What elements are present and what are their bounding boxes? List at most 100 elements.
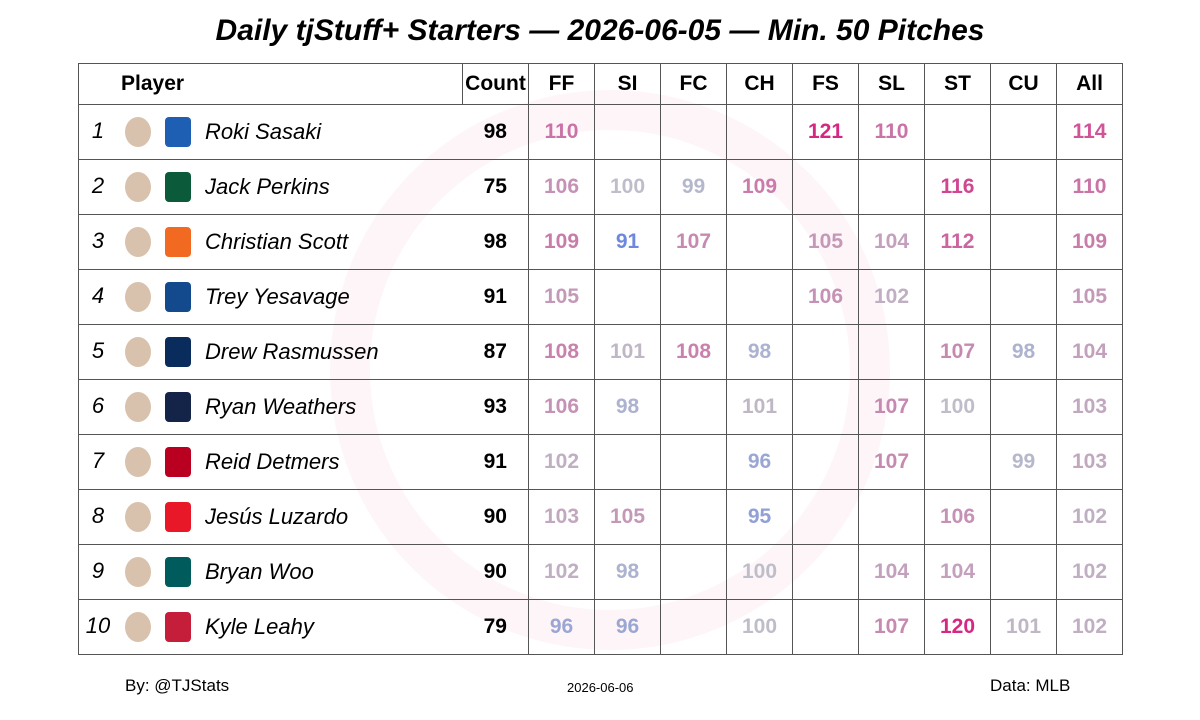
player-name: Jack Perkins [205,174,330,199]
empty-cell [858,324,925,380]
table-body: 1 Roki Sasaki 98 110 121 110 114 2 Jack Perkins 7… [78,104,1123,655]
header-row: Player Count FF SI FC CH FS SL ST CU All [78,63,1123,105]
empty-cell [660,489,727,545]
rank: 5 [91,337,105,363]
empty-cell [792,544,859,600]
stuff-value: 107 [660,214,727,270]
count: 93 [462,379,529,435]
count: 79 [462,599,529,655]
stuff-value: 100 [594,159,661,215]
table-row: 8 Jesús Luzardo 90 103 105 95 106 102 [78,489,1123,545]
rank: 9 [91,557,105,583]
player-cell: 1 Roki Sasaki [78,104,463,160]
stuff-value: 105 [1056,269,1123,325]
date: 2026-06-06 [567,680,634,695]
table-row: 6 Ryan Weathers 93 106 98 101 107 100 103 [78,379,1123,435]
empty-cell [792,599,859,655]
count: 91 [462,269,529,325]
empty-cell [924,269,991,325]
player-name: Roki Sasaki [205,119,322,144]
empty-cell [990,489,1057,545]
team-logo [165,612,191,642]
stuff-value: 116 [924,159,991,215]
table-row: 10 Kyle Leahy 79 96 96 100 107 120 101 102 [78,599,1123,655]
table-row: 1 Roki Sasaki 98 110 121 110 114 [78,104,1123,160]
headshot [125,502,151,532]
stuff-value: 102 [1056,489,1123,545]
stuff-value: 103 [1056,434,1123,490]
stuff-value: 104 [924,544,991,600]
empty-cell [660,104,727,160]
stuff-value: 121 [792,104,859,160]
stuff-value: 102 [1056,599,1123,655]
empty-cell [726,104,793,160]
stuff-value: 95 [726,489,793,545]
player-cell: 8 Jesús Luzardo [78,489,463,545]
count: 90 [462,489,529,545]
stuff-value: 98 [990,324,1057,380]
team-logo [165,392,191,422]
rank: 4 [91,282,105,308]
headshot [125,557,151,587]
empty-cell [990,214,1057,270]
empty-cell [792,379,859,435]
player-cell: 3 Christian Scott [78,214,463,270]
rank: 2 [91,172,105,198]
credit: By: @TJStats [125,676,230,695]
team-logo [165,337,191,367]
headshot [125,227,151,257]
stuff-value: 102 [858,269,925,325]
empty-cell [924,104,991,160]
rank: 6 [91,392,105,418]
count: 87 [462,324,529,380]
empty-cell [792,434,859,490]
headshot [125,117,151,147]
team-logo [165,282,191,312]
table-row: 3 Christian Scott 98 109 91 107 105 104 112 109 [78,214,1123,270]
stuff-value: 107 [858,379,925,435]
player-name: Kyle Leahy [205,614,314,639]
empty-cell [792,489,859,545]
stuff-value: 104 [858,544,925,600]
empty-cell [660,599,727,655]
stuff-value: 100 [924,379,991,435]
table-row: 2 Jack Perkins 75 106 100 99 109 116 110 [78,159,1123,215]
player-cell: 2 Jack Perkins [78,159,463,215]
table-row: 9 Bryan Woo 90 102 98 100 104 104 102 [78,544,1123,600]
empty-cell [594,434,661,490]
stuff-value: 98 [726,324,793,380]
player-cell: 6 Ryan Weathers [78,379,463,435]
count: 98 [462,214,529,270]
stuff-value: 109 [1056,214,1123,270]
stuff-value: 98 [594,544,661,600]
stuff-value: 114 [1056,104,1123,160]
empty-cell [990,104,1057,160]
player-cell: 4 Trey Yesavage [78,269,463,325]
player-name: Ryan Weathers [205,394,357,419]
count: 91 [462,434,529,490]
player-cell: 5 Drew Rasmussen [78,324,463,380]
column-header: SL [858,63,925,105]
stuff-value: 106 [792,269,859,325]
rank: 8 [91,502,105,528]
team-logo [165,502,191,532]
stuff-value: 102 [528,434,595,490]
team-logo [165,172,191,202]
rank: 7 [91,447,105,473]
stuff-value: 103 [528,489,595,545]
player-name: Christian Scott [205,229,349,254]
player-name: Trey Yesavage [205,284,350,309]
empty-cell [660,269,727,325]
stuff-value: 99 [660,159,727,215]
stuff-value: 108 [660,324,727,380]
rank: 1 [91,117,105,143]
column-header: All [1056,63,1123,105]
empty-cell [660,434,727,490]
table-row: 4 Trey Yesavage 91 105 106 102 105 [78,269,1123,325]
stuff-value: 110 [528,104,595,160]
stuff-value: 105 [594,489,661,545]
stuff-value: 101 [726,379,793,435]
column-header: Player [78,63,463,105]
player-cell: 9 Bryan Woo [78,544,463,600]
